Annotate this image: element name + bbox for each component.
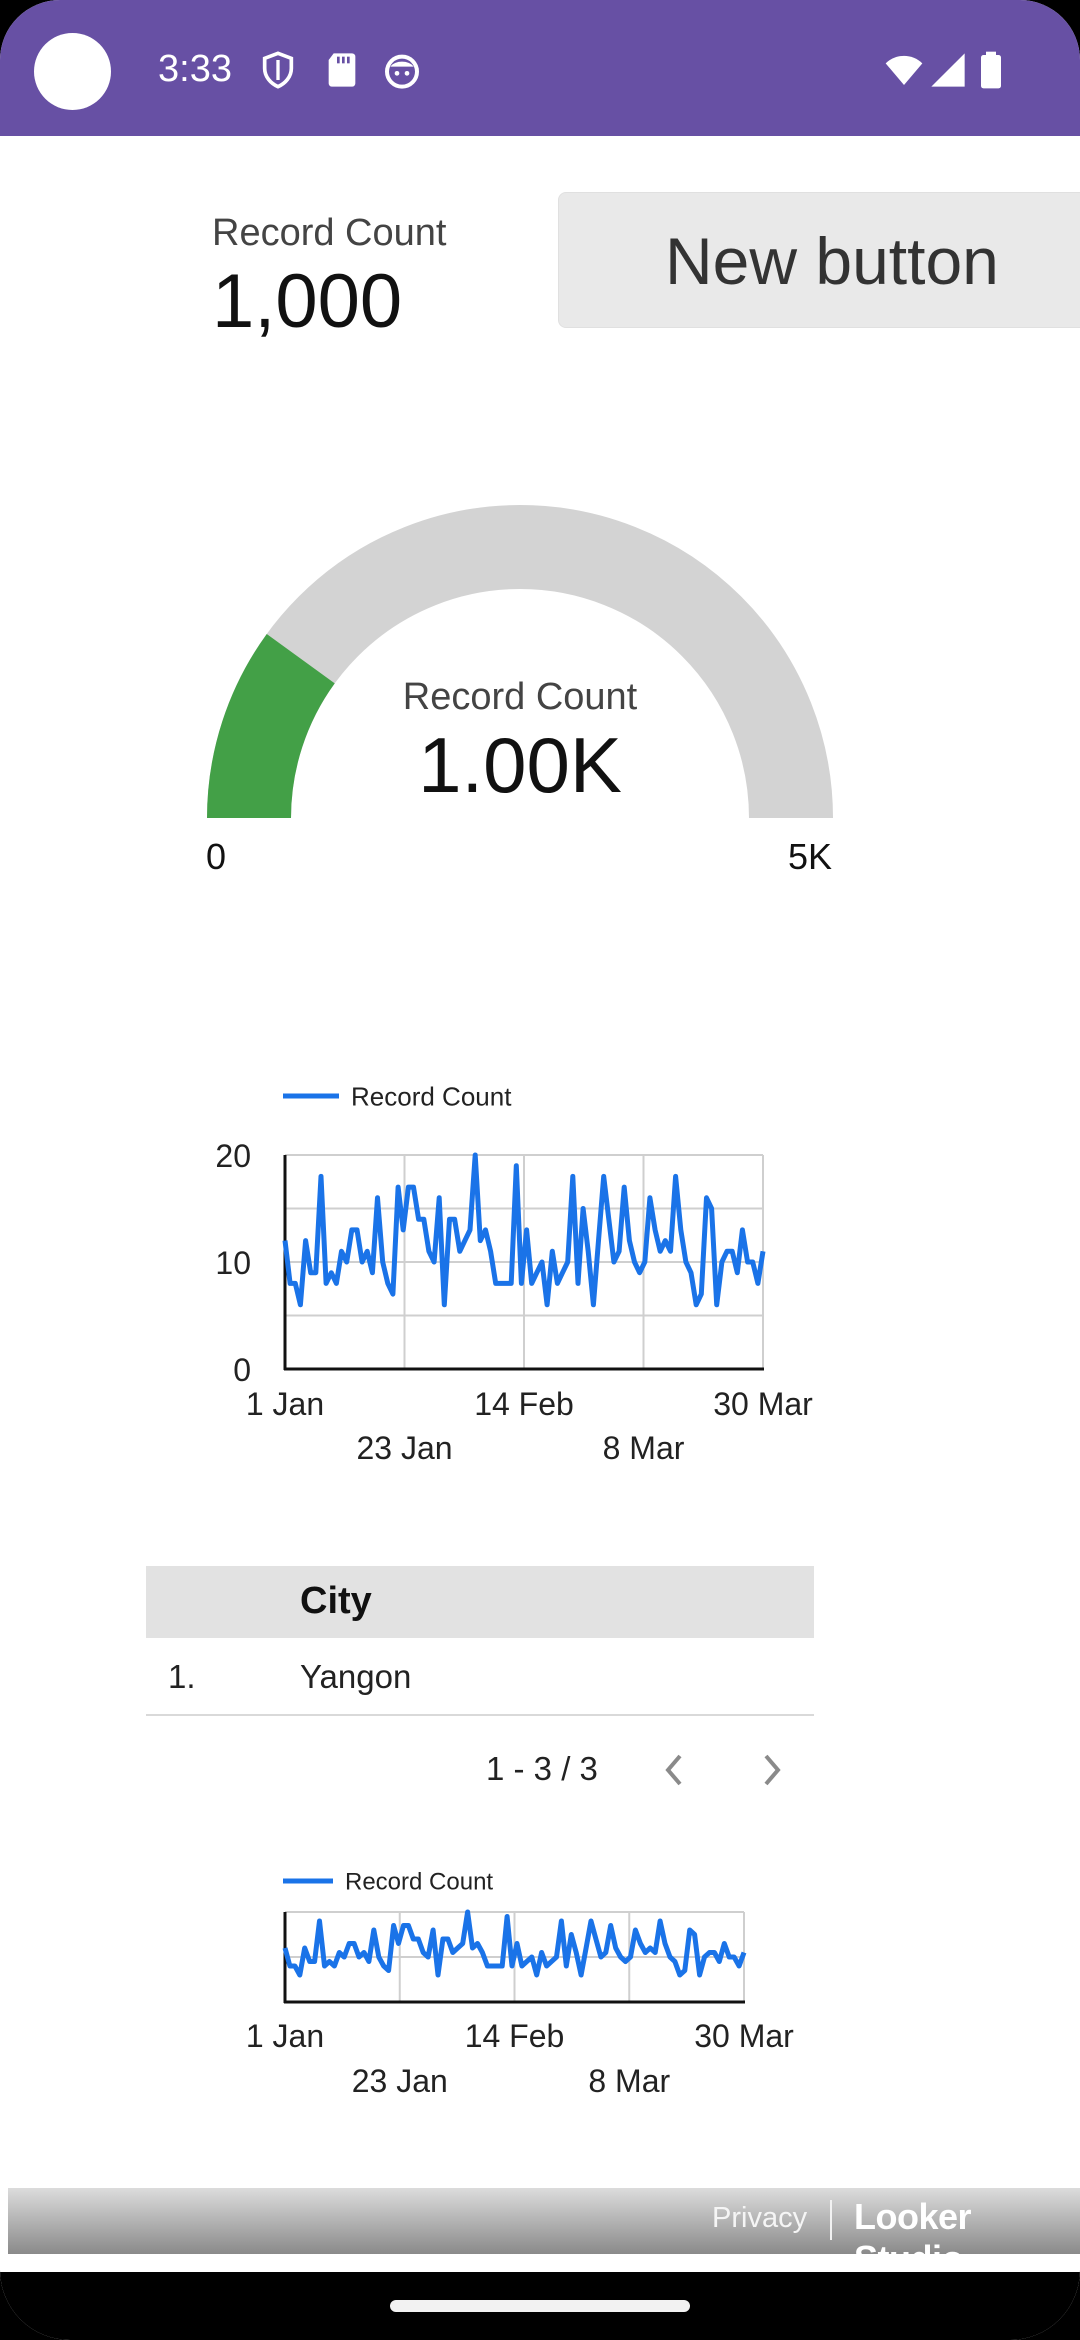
gauge-fill: [207, 634, 336, 819]
y-tick-label: 10: [215, 1245, 251, 1281]
gauge-max-label: 5K: [788, 836, 833, 877]
chevron-left-icon[interactable]: [654, 1748, 694, 1792]
series-line-record-count: [282, 1152, 766, 1308]
x-tick-label: 23 Jan: [352, 2063, 448, 2099]
wifi-icon: [885, 55, 923, 85]
cell-signal-icon: [931, 53, 965, 87]
x-tick-label: 14 Feb: [474, 1386, 574, 1422]
y-tick-label: 20: [215, 1138, 251, 1174]
x-tick-label: 23 Jan: [356, 1430, 452, 1466]
status-time: 3:33: [158, 48, 232, 90]
legend-label: Record Count: [351, 1081, 512, 1111]
gauge-label: Record Count: [402, 676, 638, 718]
row-city: Yangon: [300, 1658, 412, 1695]
y-tick-label: 0: [233, 1352, 251, 1388]
privacy-link[interactable]: Privacy: [712, 2202, 808, 2234]
column-header-city[interactable]: City: [300, 1580, 372, 1622]
home-indicator[interactable]: [390, 2300, 690, 2312]
footer-divider: [830, 2200, 832, 2240]
looker-studio-logo[interactable]: Looker Studio: [854, 2196, 972, 2279]
battery-icon: [981, 51, 1001, 89]
row-index: 1.: [168, 1658, 196, 1695]
scorecard-label: Record Count: [212, 212, 447, 254]
front-camera: [34, 33, 111, 110]
x-tick-label: 8 Mar: [603, 1430, 685, 1466]
gauge-min-label: 0: [206, 836, 227, 877]
gauge-value: 1.00K: [418, 721, 622, 809]
chevron-right-icon[interactable]: [752, 1748, 792, 1792]
x-tick-label: 8 Mar: [588, 2063, 670, 2099]
face-icon: [385, 54, 419, 89]
gauge-chart: [207, 505, 833, 819]
status-bar: 3:33: [0, 0, 1080, 136]
legend-label: Record Count: [345, 1869, 493, 1896]
x-tick-label: 1 Jan: [246, 2018, 324, 2054]
x-tick-label: 1 Jan: [246, 1386, 324, 1422]
line-chart-1: Record Count 0 10 20 1 Jan 14 Feb 30 Mar 23 Jan…: [215, 1081, 813, 1466]
scorecard-value: 1,000: [212, 259, 403, 344]
x-tick-label: 14 Feb: [465, 2018, 565, 2054]
table-row[interactable]: 1. Yangon: [146, 1638, 814, 1716]
line-chart-2: Record Count 1 Jan 14 Feb 30 Mar 23 Jan 8 Mar: [246, 1869, 794, 2099]
new-button[interactable]: New button: [558, 192, 1080, 328]
x-tick-label: 30 Mar: [694, 2018, 794, 2054]
pagination-range: 1 - 3 / 3: [486, 1750, 598, 1787]
series-line-record-count: [282, 1909, 747, 1978]
report-footer: Privacy Looker Studio: [8, 2188, 1080, 2279]
table-header: City: [146, 1566, 814, 1638]
city-table: City 1. Yangon: [146, 1566, 814, 1716]
x-tick-label: 30 Mar: [713, 1386, 813, 1422]
shield-icon: [262, 51, 294, 89]
sd-card-icon: [328, 53, 356, 87]
